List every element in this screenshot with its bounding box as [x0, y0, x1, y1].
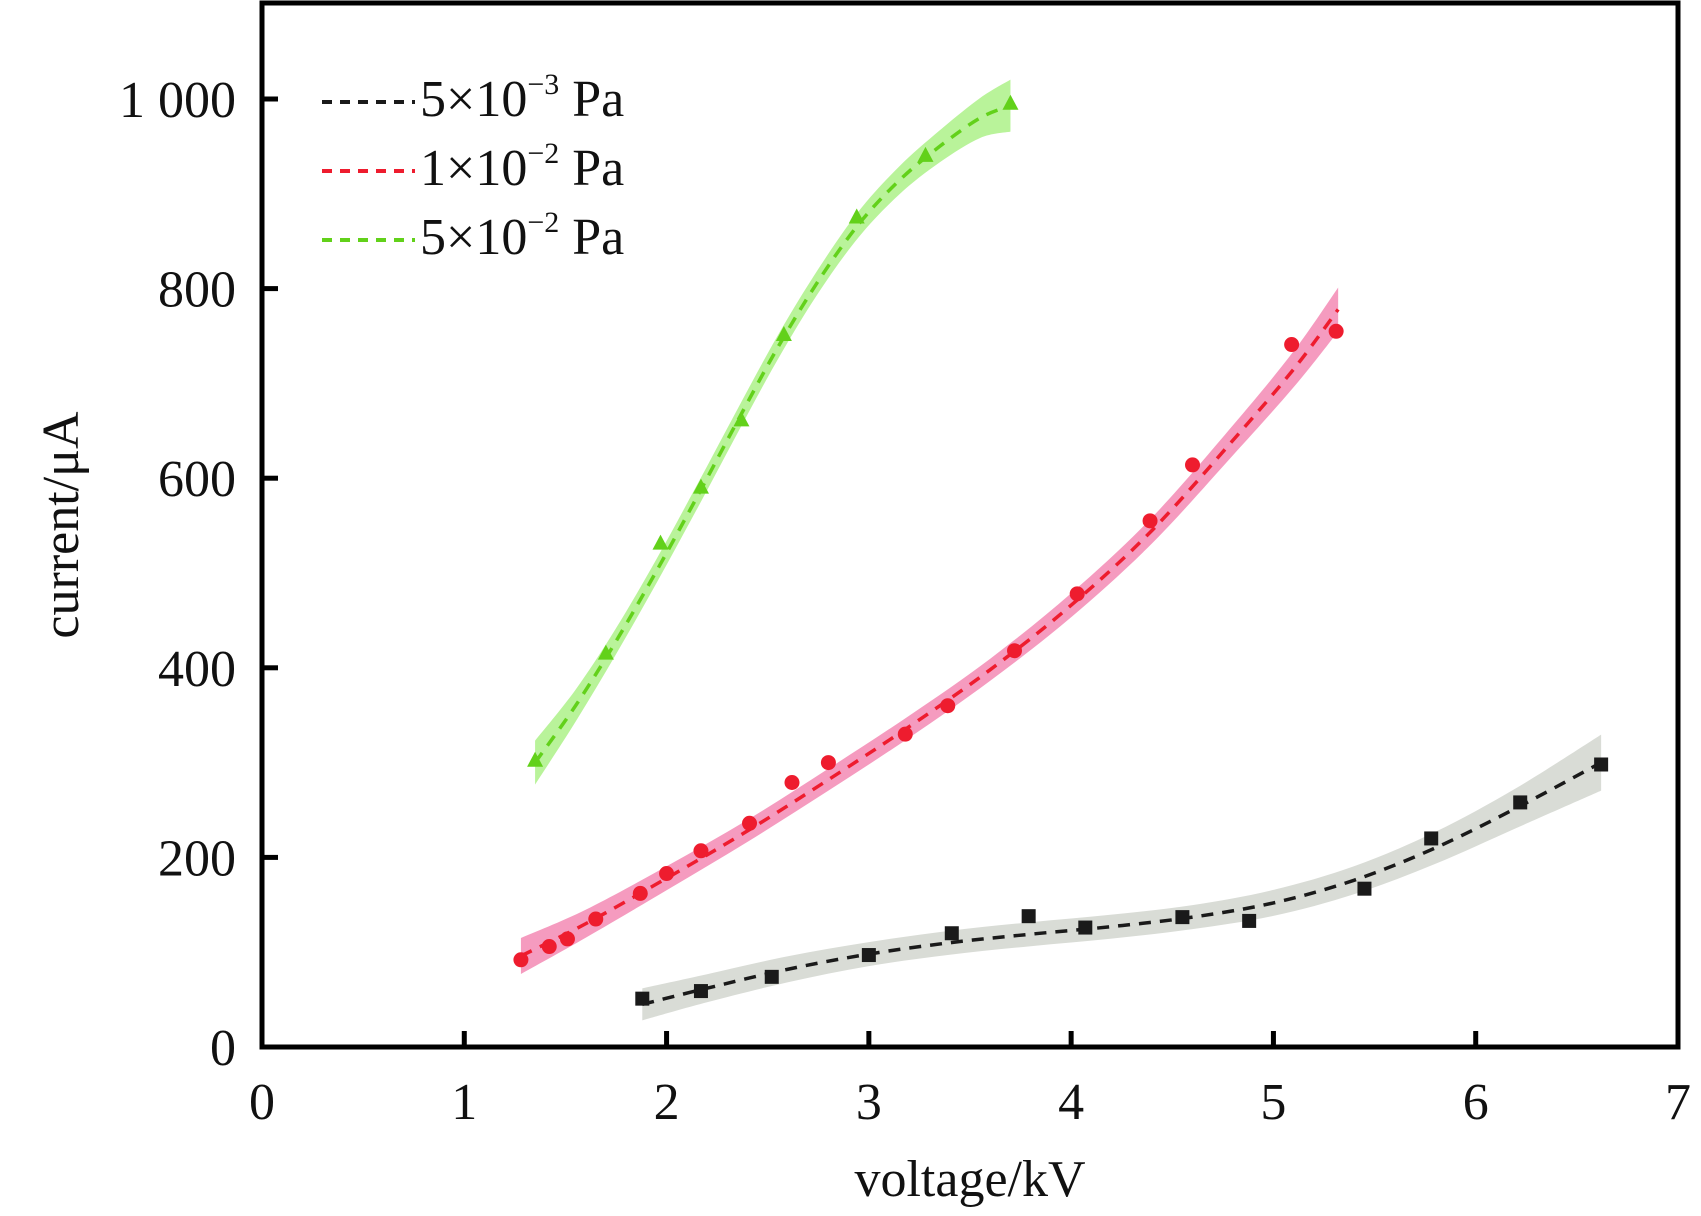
y-axis-ticks: 0 200 400 600 800 1 000 [119, 72, 278, 1077]
data-point [1185, 457, 1201, 473]
y-tick-label: 600 [158, 451, 236, 508]
legend-item: 5×10−2 Pa [322, 206, 624, 266]
legend-label: 1×10−2 Pa [420, 137, 624, 197]
data-point [588, 911, 604, 927]
data-point [1328, 323, 1344, 339]
data-point [1175, 910, 1190, 925]
y-tick-label: 400 [158, 641, 236, 698]
data-point [848, 208, 865, 224]
data-point [1021, 909, 1036, 924]
fit-lines [520, 104, 1602, 1007]
data-point [784, 775, 800, 791]
data-point [775, 326, 792, 342]
data-point [1357, 881, 1372, 896]
confidence-bands [520, 79, 1602, 1021]
y-tick-label: 1 000 [119, 72, 236, 129]
data-point [513, 952, 529, 968]
data-point [1284, 337, 1300, 353]
x-tick-label: 0 [249, 1074, 275, 1131]
data-point [820, 755, 836, 771]
data-point [764, 969, 779, 984]
x-tick-label: 4 [1058, 1074, 1084, 1131]
data-point [559, 931, 575, 947]
y-tick-label: 200 [158, 830, 236, 887]
data-point [1424, 831, 1439, 846]
data-point [1002, 94, 1019, 110]
data-point [597, 644, 614, 660]
data-point [1594, 757, 1609, 772]
data-point [652, 534, 669, 550]
confidence-band [642, 734, 1602, 1021]
x-axis-ticks: 0 1 2 3 4 5 6 7 [249, 1031, 1691, 1131]
x-tick-label: 5 [1260, 1074, 1286, 1131]
y-tick-label: 0 [210, 1020, 236, 1077]
data-point [527, 751, 544, 767]
data-point [659, 866, 675, 882]
x-tick-label: 7 [1665, 1074, 1691, 1131]
x-tick-label: 1 [451, 1074, 477, 1131]
data-point [861, 948, 876, 963]
confidence-band [520, 287, 1339, 974]
data-markers [513, 94, 1609, 1006]
data-point [733, 411, 750, 427]
plot-frame [259, 0, 1681, 1050]
data-point [632, 885, 648, 901]
legend-label: 5×10−2 Pa [420, 206, 624, 266]
data-point [692, 478, 709, 494]
data-point [1142, 513, 1158, 529]
data-point [917, 146, 934, 162]
data-point [1078, 920, 1093, 935]
data-point [944, 926, 959, 941]
data-point [635, 991, 650, 1006]
x-tick-label: 2 [654, 1074, 680, 1131]
y-tick-label: 800 [158, 262, 236, 319]
data-point [1069, 586, 1085, 602]
data-point [1242, 913, 1257, 928]
data-point [940, 698, 956, 714]
data-point [693, 984, 708, 999]
data-point [742, 815, 758, 831]
legend-item: 5×10−3 Pa [322, 68, 624, 128]
legend: 5×10−3 Pa 1×10−2 Pa 5×10−2 Pa [322, 68, 624, 266]
x-tick-label: 3 [856, 1074, 882, 1131]
data-point [897, 726, 913, 742]
data-point [1513, 795, 1528, 810]
data-point [541, 939, 557, 955]
x-axis-label: voltage/kV [854, 1151, 1085, 1208]
legend-item: 1×10−2 Pa [322, 137, 624, 197]
data-point [693, 843, 709, 859]
y-axis-label: current/μA [33, 411, 90, 639]
data-point [1007, 643, 1023, 659]
fit-line [520, 308, 1340, 958]
fit-line [641, 761, 1602, 1007]
x-tick-label: 6 [1463, 1074, 1489, 1131]
fit-line [533, 104, 1012, 764]
legend-label: 5×10−3 Pa [420, 68, 624, 128]
